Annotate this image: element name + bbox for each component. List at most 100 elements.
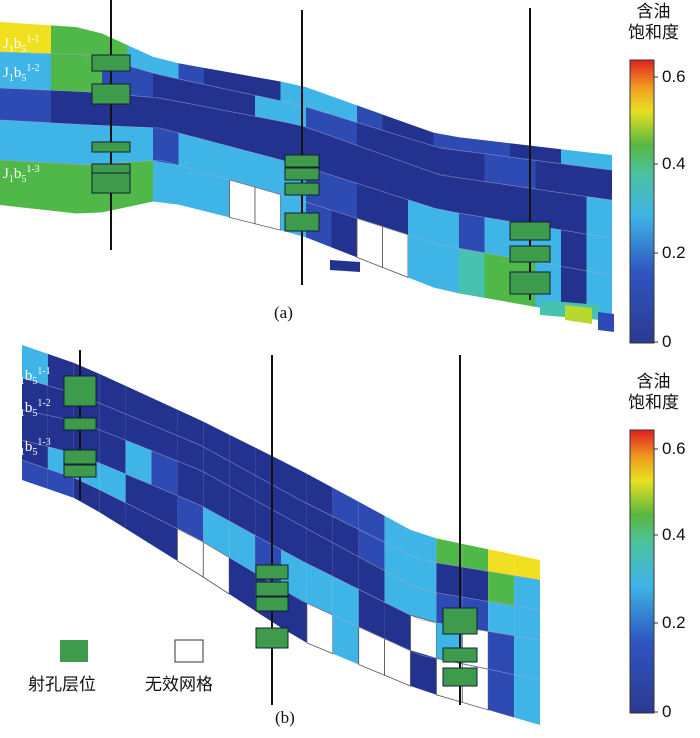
grid-cell xyxy=(535,146,561,164)
grid-cell xyxy=(153,73,179,102)
grid-cell xyxy=(229,179,256,225)
grid-cell xyxy=(358,501,385,543)
grid-cell xyxy=(535,189,561,230)
perforation-interval xyxy=(255,581,289,597)
grid-cell xyxy=(410,555,437,593)
grid-cell xyxy=(99,374,126,414)
panel-a-layer-label-2: J1b51-2 xyxy=(3,63,40,84)
perforation-interval xyxy=(442,607,478,635)
grid-cell xyxy=(586,166,612,200)
perforation-interval xyxy=(63,417,97,431)
colorbar-b-title-line1: 含油 xyxy=(636,372,671,392)
grid-cell xyxy=(357,183,383,227)
grid-cell xyxy=(229,486,256,536)
grid-cell xyxy=(514,554,540,580)
grid-cell xyxy=(204,67,230,90)
grid-cell xyxy=(561,192,587,235)
grid-cell xyxy=(462,543,489,572)
grid-cell xyxy=(125,385,152,425)
colorbar-a-ticks xyxy=(654,76,658,343)
perforation-interval xyxy=(442,647,478,663)
perforation-interval xyxy=(284,182,320,196)
panel-b-layer-label-2: J1b51-2 xyxy=(14,398,51,419)
grid-cell xyxy=(357,122,383,155)
colorbar-a-title-line2: 饱和度 xyxy=(628,23,679,43)
perforation-interval xyxy=(255,627,289,649)
grid-cell xyxy=(127,45,153,73)
grid-cell xyxy=(484,252,510,303)
legend-perforation-swatch xyxy=(60,640,88,662)
panel-b-grid xyxy=(21,345,540,725)
grid-cell xyxy=(358,589,385,639)
grid-cell xyxy=(51,122,77,165)
panel-a-layer-label-3: J1b51-3 xyxy=(3,164,40,185)
grid-cell xyxy=(306,528,333,577)
layer-boundary xyxy=(21,377,539,581)
grid-cell xyxy=(229,146,255,188)
layer-boundary xyxy=(21,409,539,611)
grid-cell xyxy=(178,132,204,173)
grid-cell xyxy=(561,149,587,167)
colorbar-a-tick-0: 0 xyxy=(662,332,672,351)
grid-cell xyxy=(255,447,281,490)
perforation-interval xyxy=(284,212,320,232)
grid-cell xyxy=(22,410,48,447)
grid-cell xyxy=(99,429,126,474)
grid-cell xyxy=(484,140,510,158)
grid-cell xyxy=(484,217,510,258)
panel-a-caption: (a) xyxy=(274,303,293,322)
perforation-interval xyxy=(509,271,551,295)
grid-cell xyxy=(514,575,540,610)
grid-cell xyxy=(151,515,178,561)
grid-cell xyxy=(25,121,51,163)
grid-cell xyxy=(127,65,153,98)
grid-cell xyxy=(331,210,357,258)
grid-cell xyxy=(204,84,230,112)
grid-cell xyxy=(535,160,561,193)
grid-cell xyxy=(151,424,178,461)
grid-cell xyxy=(178,165,204,211)
grid-cell xyxy=(0,22,26,53)
grid-cell xyxy=(586,152,612,170)
panel-b-caption: (b) xyxy=(275,708,295,727)
grid-cell xyxy=(332,576,359,627)
grid-cell xyxy=(280,100,306,128)
grid-cell xyxy=(332,542,359,590)
grid-cell xyxy=(204,172,230,218)
grid-cell xyxy=(433,242,459,294)
grid-cell xyxy=(99,403,126,441)
grid-cell xyxy=(127,160,153,207)
grid-cell xyxy=(153,160,179,205)
grid-cell xyxy=(514,635,540,680)
grid-cell xyxy=(25,23,51,54)
grid-cell xyxy=(565,305,592,324)
grid-cell xyxy=(330,260,360,272)
grid-cell xyxy=(177,460,204,507)
perforation-interval xyxy=(91,141,131,153)
grid-cell xyxy=(127,95,153,128)
grid-cell xyxy=(459,177,485,218)
grid-cell xyxy=(586,196,612,238)
grid-cell xyxy=(332,615,359,665)
grid-cell xyxy=(0,160,26,208)
grid-cell xyxy=(125,440,152,485)
grid-cell xyxy=(331,136,357,184)
grid-cell xyxy=(306,563,333,616)
grid-cell xyxy=(203,446,230,487)
panel-a-layer-label-1: J1b51-1 xyxy=(3,34,40,55)
grid-cell xyxy=(203,471,230,522)
panel-b-layer-label-1: J1b51-1 xyxy=(14,366,51,387)
grid-cell xyxy=(125,474,152,516)
grid-cell xyxy=(510,157,536,190)
grid-cell xyxy=(436,538,463,568)
grid-cell xyxy=(51,162,77,214)
grid-cell xyxy=(25,52,51,91)
grid-cell xyxy=(178,78,204,107)
grid-cell xyxy=(0,52,26,90)
grid-cell xyxy=(177,435,204,472)
grid-cell xyxy=(459,248,485,298)
grid-cell xyxy=(255,475,281,515)
grid-cell xyxy=(433,132,459,151)
grid-cell xyxy=(76,27,102,59)
